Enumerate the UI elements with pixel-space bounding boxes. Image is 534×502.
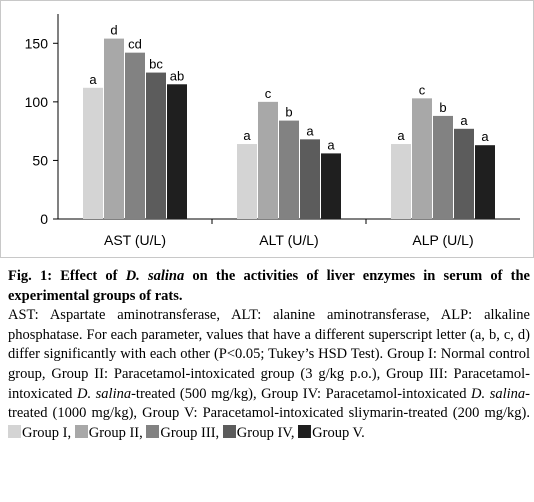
legend-label: Group I, (22, 424, 75, 441)
bar-significance-label: b (285, 105, 292, 120)
x-category-label: ALP (U/L) (412, 232, 473, 248)
caption-species-2: D. salina (76, 385, 132, 402)
bar-significance-label: d (110, 23, 117, 38)
bar (300, 139, 320, 219)
bar (104, 38, 124, 219)
bar-significance-label: cd (128, 37, 142, 52)
bar (412, 98, 432, 219)
caption-title-pre: Effect of (52, 268, 126, 284)
bar-significance-label: a (243, 128, 251, 143)
caption-title-species: D. salina (125, 268, 185, 284)
caption-fig-label: Fig. 1: (8, 268, 53, 284)
caption-group3-tail: -treated (500 mg/kg), Group IV: Paraceta… (131, 385, 472, 402)
y-tick-label: 50 (32, 152, 48, 168)
bar (321, 153, 341, 219)
bar (475, 145, 495, 219)
bar (258, 101, 278, 219)
bar-significance-label: a (327, 137, 335, 152)
x-category-label: AST (U/L) (104, 232, 166, 248)
bar (167, 84, 187, 220)
bar-significance-label: b (439, 100, 446, 115)
caption-species-3: D. salina (471, 385, 526, 402)
x-category-label: ALT (U/L) (259, 232, 318, 248)
legend-swatch (146, 424, 160, 438)
bar-significance-label: a (481, 129, 489, 144)
bar-significance-label: c (419, 82, 426, 97)
bar-significance-label: a (89, 72, 97, 87)
bar (146, 72, 166, 219)
caption-abbreviations: AST: Aspartate aminotransferase, ALT: al… (8, 307, 530, 402)
y-tick-label: 100 (25, 94, 49, 110)
legend-label: Group III, (160, 424, 223, 441)
legend-swatch (222, 424, 236, 438)
bar-significance-label: ab (170, 68, 184, 83)
caption-group4-tail: -treated (1000 mg/kg), Group V: Paraceta… (8, 385, 530, 422)
bar-significance-label: bc (149, 57, 163, 72)
bar-significance-label: a (460, 113, 468, 128)
bar-significance-label: c (265, 86, 272, 101)
legend-swatch (74, 424, 88, 438)
bar (454, 128, 474, 219)
legend-label: Group II, (88, 424, 147, 441)
legend: Group I, Group II, Group III, Group IV, … (8, 424, 365, 441)
bar (125, 52, 145, 220)
bar (83, 87, 103, 219)
bar (237, 144, 257, 219)
y-tick-label: 0 (40, 211, 48, 227)
bar (279, 120, 299, 219)
legend-swatch (298, 424, 312, 438)
caption-title-post: on the activities of liver enzymes in se… (8, 268, 530, 304)
legend-label: Group IV, (236, 424, 299, 441)
legend-swatch (8, 424, 21, 438)
figure-caption: Fig. 1: Effect of D. salina on the activ… (8, 267, 530, 443)
bar-significance-label: a (306, 123, 314, 138)
legend-label: Group V. (312, 424, 365, 441)
bar-significance-label: a (397, 128, 405, 143)
y-tick-label: 150 (25, 35, 49, 51)
bar (433, 115, 453, 219)
bar (391, 144, 411, 219)
